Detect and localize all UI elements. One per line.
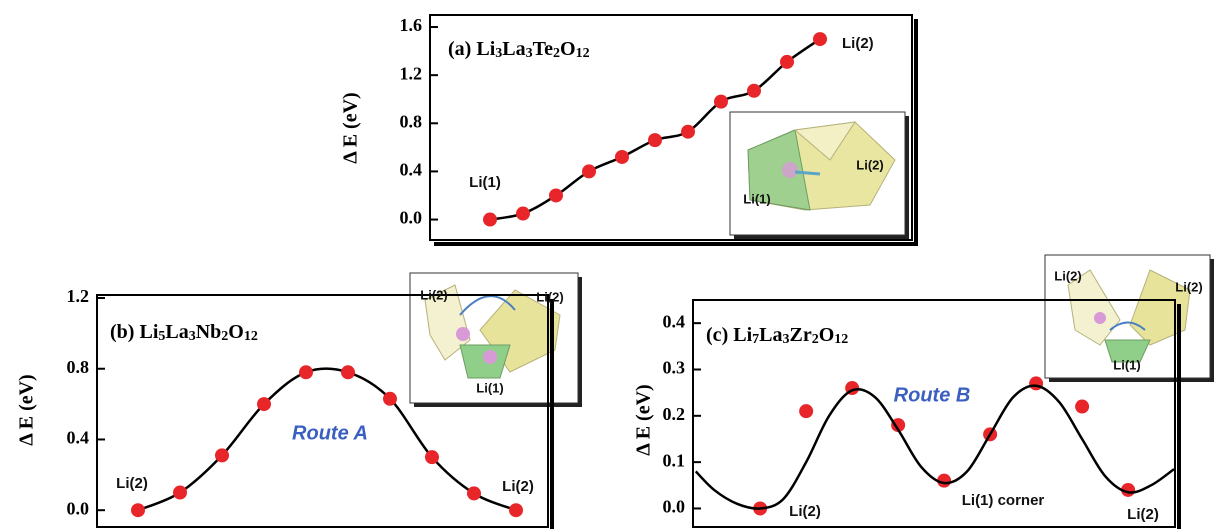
site-label: Li(2) bbox=[502, 478, 534, 495]
data-point bbox=[780, 55, 794, 69]
inset-label: Li(1) bbox=[1113, 357, 1140, 372]
data-point bbox=[681, 125, 695, 139]
data-point bbox=[615, 150, 629, 164]
inset-label: Li(1) bbox=[476, 380, 503, 395]
data-point bbox=[714, 95, 728, 109]
data-point bbox=[467, 486, 481, 500]
data-point bbox=[131, 503, 145, 517]
data-point bbox=[648, 133, 662, 147]
data-point bbox=[257, 397, 271, 411]
y-axis-label: Δ E (eV) bbox=[16, 374, 38, 445]
inset-label: Li(2) bbox=[1054, 268, 1081, 283]
data-point bbox=[747, 84, 761, 98]
data-point bbox=[299, 365, 313, 379]
data-point bbox=[549, 188, 563, 202]
y-tick-label: 0.0 bbox=[67, 498, 90, 518]
y-tick-label: 0.8 bbox=[67, 357, 90, 377]
y-tick-label: 0.4 bbox=[663, 311, 686, 331]
y-tick-label: 0.4 bbox=[400, 160, 423, 180]
y-tick-label: 0.1 bbox=[663, 450, 686, 470]
y-tick-label: 0.8 bbox=[400, 111, 423, 131]
inset-label: Li(2) bbox=[536, 289, 563, 304]
data-point bbox=[1075, 400, 1089, 414]
y-axis-label: Δ E (eV) bbox=[340, 92, 362, 163]
data-point bbox=[799, 404, 813, 418]
y-tick-label: 0.2 bbox=[663, 404, 686, 424]
data-point bbox=[215, 448, 229, 462]
data-point bbox=[509, 503, 523, 517]
inset-label: Li(2) bbox=[856, 157, 883, 172]
data-point bbox=[516, 207, 530, 221]
data-point bbox=[341, 365, 355, 379]
site-label: Li(1) bbox=[469, 174, 501, 191]
y-axis-label: Δ E (eV) bbox=[633, 384, 655, 455]
panel-title: (b) Li5La3Nb2O12 bbox=[110, 321, 258, 345]
data-point bbox=[582, 164, 596, 178]
inset-a bbox=[730, 112, 909, 239]
y-tick-label: 0.0 bbox=[400, 208, 423, 228]
y-tick-label: 1.2 bbox=[67, 286, 90, 306]
panel-title: (a) Li3La3Te2O12 bbox=[448, 38, 590, 62]
inset-label: Li(1) bbox=[743, 191, 770, 206]
site-label: Li(2) bbox=[1127, 506, 1159, 523]
site-label: Li(2) bbox=[842, 35, 874, 52]
y-tick-label: 0.0 bbox=[663, 497, 686, 517]
site-label: Li(2) bbox=[789, 503, 821, 520]
y-tick-label: 1.2 bbox=[400, 63, 423, 83]
inset-label: Li(2) bbox=[420, 287, 447, 302]
site-label: Li(1) corner bbox=[962, 492, 1045, 509]
site-label: Li(2) bbox=[116, 475, 148, 492]
inset-label: Li(2) bbox=[1175, 279, 1202, 294]
data-point bbox=[813, 32, 827, 46]
y-tick-label: 0.3 bbox=[663, 358, 686, 378]
y-tick-label: 1.6 bbox=[400, 15, 423, 35]
data-point bbox=[173, 486, 187, 500]
panel-title: (c) Li7La3Zr2O12 bbox=[706, 324, 848, 348]
route-label: Route A bbox=[292, 422, 368, 444]
data-point bbox=[383, 392, 397, 406]
data-point bbox=[425, 450, 439, 464]
route-label: Route B bbox=[894, 384, 971, 406]
figure: 0.0 0.4 0.8 1.2 1.6 (a) Li3La3Te2O12 Δ E (eV) L… bbox=[0, 0, 1221, 529]
data-point bbox=[483, 213, 497, 227]
y-tick-label: 0.4 bbox=[67, 428, 90, 448]
